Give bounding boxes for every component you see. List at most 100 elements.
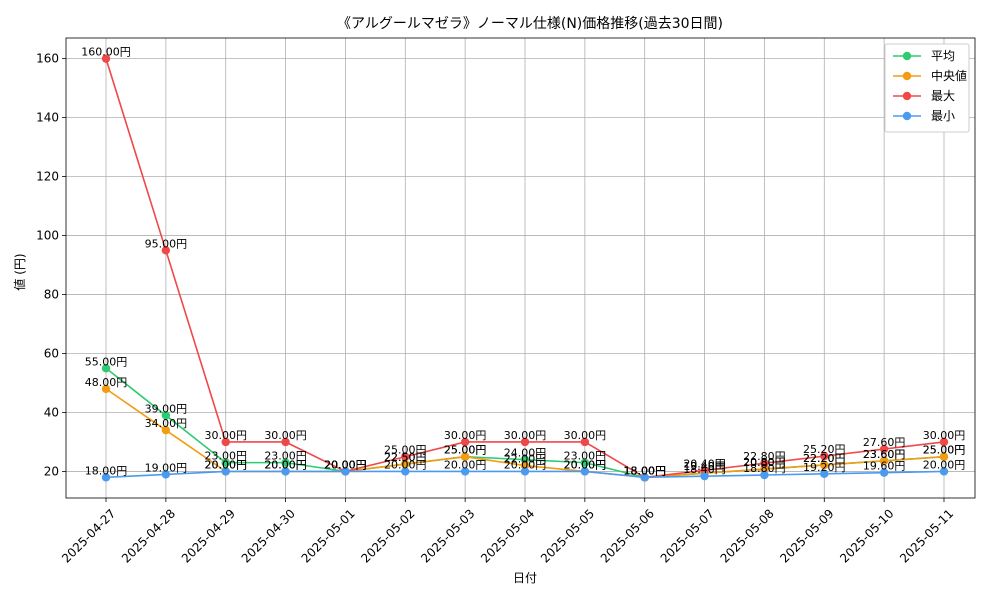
x-tick-label: 2025-04-28 xyxy=(119,506,178,565)
legend-label: 最小 xyxy=(931,109,955,123)
data-point xyxy=(101,473,111,482)
data-point xyxy=(101,54,111,63)
data-label: 20.00円 xyxy=(384,458,427,471)
data-label: 20.00円 xyxy=(444,458,487,471)
data-point xyxy=(640,473,649,482)
x-tick-label: 2025-05-10 xyxy=(837,506,896,565)
series-lines xyxy=(101,54,949,482)
data-point xyxy=(401,467,410,476)
data-label: 19.20円 xyxy=(803,461,846,474)
data-label: 20.40円 xyxy=(683,457,726,470)
data-label: 20.00円 xyxy=(264,458,307,471)
data-point xyxy=(401,459,410,469)
data-label: 19.60円 xyxy=(863,460,906,473)
data-label: 18.00円 xyxy=(85,464,128,477)
x-tick-label: 2025-05-11 xyxy=(897,506,956,565)
x-tick-label: 2025-05-06 xyxy=(598,506,657,565)
plot-frame xyxy=(65,37,976,499)
y-tick-label: 20 xyxy=(44,464,59,478)
data-point xyxy=(460,437,470,447)
data-label: 19.40円 xyxy=(683,460,726,473)
y-tick-label: 120 xyxy=(36,170,59,184)
data-point xyxy=(820,469,829,479)
data-point xyxy=(520,461,530,470)
y-tick-label: 160 xyxy=(36,52,59,66)
x-tick-label: 2025-05-03 xyxy=(418,506,477,565)
data-point xyxy=(161,411,171,420)
axes: 2025-04-27 2025-04-28 2025-04-29 2025-04-30… xyxy=(36,37,976,566)
x-tick-label: 2025-04-29 xyxy=(179,506,238,565)
data-point xyxy=(221,467,230,476)
data-label: 20.00円 xyxy=(923,458,966,471)
data-point xyxy=(760,464,769,474)
data-point xyxy=(580,437,590,447)
y-axis-title: 値 (円) xyxy=(12,253,27,290)
data-label: 19.40円 xyxy=(683,460,726,473)
y-tick-label: 60 xyxy=(44,347,59,361)
data-label: 30.00円 xyxy=(564,429,607,442)
data-label: 25.00円 xyxy=(444,444,487,457)
data-label: 22.20円 xyxy=(803,452,846,465)
data-point xyxy=(281,437,290,447)
data-point xyxy=(221,437,230,447)
data-point xyxy=(879,456,889,466)
data-point xyxy=(939,452,949,461)
data-label: 18.00円 xyxy=(623,464,666,477)
data-point xyxy=(939,437,949,447)
data-label: 22.80円 xyxy=(743,450,786,463)
data-label: 25.00円 xyxy=(444,444,487,457)
data-label: 20.80円 xyxy=(743,456,786,469)
data-label: 25.00円 xyxy=(923,444,966,457)
data-label: 20.00円 xyxy=(264,458,307,471)
data-label: 30.00円 xyxy=(204,429,247,442)
data-point xyxy=(700,466,709,475)
data-point xyxy=(221,458,230,467)
data-point xyxy=(879,468,889,477)
data-point xyxy=(460,452,470,461)
data-label: 27.60円 xyxy=(863,436,906,449)
data-label: 20.00円 xyxy=(504,458,547,471)
data-label: 48.00円 xyxy=(85,376,128,389)
data-label: 23.00円 xyxy=(564,450,607,463)
data-label: 55.00円 xyxy=(85,355,128,368)
data-label: 18.00円 xyxy=(623,464,666,477)
data-label: 30.00円 xyxy=(444,429,487,442)
data-label: 18.00円 xyxy=(623,464,666,477)
data-label: 23.60円 xyxy=(863,448,906,461)
data-point xyxy=(161,425,171,435)
legend-marker xyxy=(902,71,912,81)
data-point xyxy=(161,246,171,255)
data-point xyxy=(580,458,590,467)
chart-title: 《アルグールマゼラ》ノーマル仕様(N)価格推移(過去30日間) xyxy=(337,16,723,32)
legend-marker xyxy=(902,51,912,61)
legend-marker xyxy=(902,91,912,101)
data-label: 20.80円 xyxy=(743,456,786,469)
x-tick-label: 2025-04-27 xyxy=(59,506,118,565)
data-point xyxy=(580,467,590,476)
data-label: 18.00円 xyxy=(623,464,666,477)
data-label: 30.00円 xyxy=(504,429,547,442)
data-label: 23.00円 xyxy=(264,450,307,463)
data-label: 160.00円 xyxy=(81,46,131,59)
data-label: 25.20円 xyxy=(803,443,846,456)
data-label: 20.00円 xyxy=(324,458,367,471)
x-tick-label: 2025-05-07 xyxy=(658,506,717,565)
legend-label: 平均 xyxy=(931,49,955,63)
data-label: 20.00円 xyxy=(204,458,247,471)
data-label: 95.00円 xyxy=(145,237,188,250)
legend-label: 最大 xyxy=(931,89,955,103)
data-label: 22.00円 xyxy=(504,453,547,466)
data-point xyxy=(460,467,470,476)
x-tick-label: 2025-04-30 xyxy=(239,506,298,565)
data-label: 34.00円 xyxy=(145,417,188,430)
data-point xyxy=(760,459,769,468)
data-label: 30.00円 xyxy=(264,429,307,442)
data-point xyxy=(161,470,171,479)
data-label: 23.00円 xyxy=(204,450,247,463)
data-label: 19.00円 xyxy=(145,461,188,474)
data-label: 22.50円 xyxy=(384,451,427,464)
data-point xyxy=(820,460,829,470)
y-tick-label: 140 xyxy=(36,111,59,125)
